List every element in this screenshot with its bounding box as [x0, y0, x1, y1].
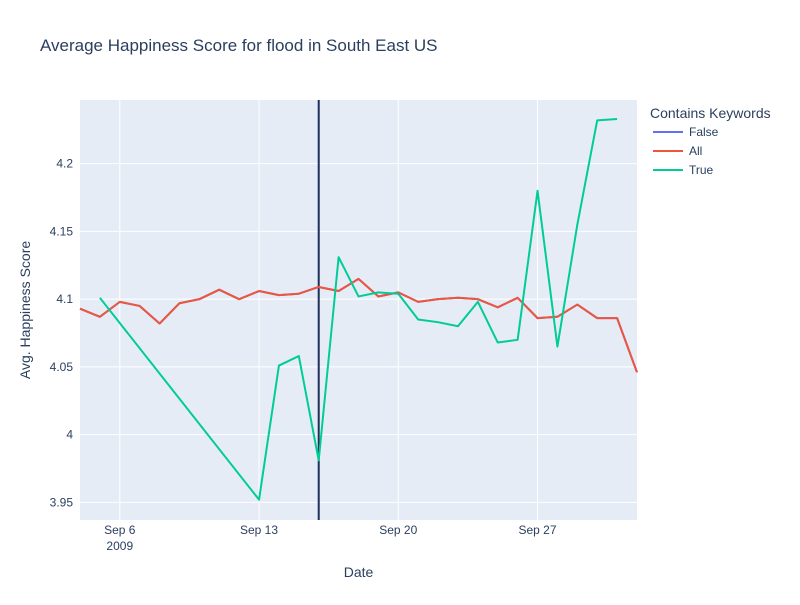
legend-item-true[interactable]: True — [689, 163, 714, 177]
legend-item-all[interactable]: All — [689, 144, 702, 158]
y-tick-label: 4.2 — [56, 157, 73, 171]
y-axis-label: Avg. Happiness Score — [17, 241, 33, 379]
grid-lines — [80, 100, 637, 520]
y-tick-label: 4.15 — [50, 224, 74, 238]
x-tick-label: Sep 27 — [519, 523, 557, 537]
x-tick-label: Sep 20 — [379, 523, 417, 537]
x-tick-label: Sep 13 — [240, 523, 278, 537]
series-lines — [79, 117, 638, 501]
x-tick-label: Sep 6 — [104, 523, 136, 537]
x-axis-label: Date — [344, 564, 374, 580]
legend-item-false[interactable]: False — [689, 125, 719, 139]
y-tick-label: 4.05 — [50, 360, 74, 374]
legend-title: Contains Keywords — [650, 105, 771, 121]
series-line-true — [99, 117, 618, 501]
y-tick-label: 4.1 — [56, 292, 73, 306]
chart-title: Average Happiness Score for flood in Sou… — [40, 36, 438, 55]
y-axis-ticks: 3.95 4 4.05 4.1 4.15 4.2 — [50, 157, 74, 510]
y-tick-label: 4 — [66, 428, 73, 442]
x-axis-ticks: Sep 6 2009 Sep 13 Sep 20 Sep 27 — [104, 523, 557, 553]
legend: Contains Keywords False All True — [650, 105, 771, 177]
y-tick-label: 3.95 — [50, 495, 74, 509]
series-line-all — [79, 277, 638, 373]
x-tick-year-label: 2009 — [106, 539, 133, 553]
